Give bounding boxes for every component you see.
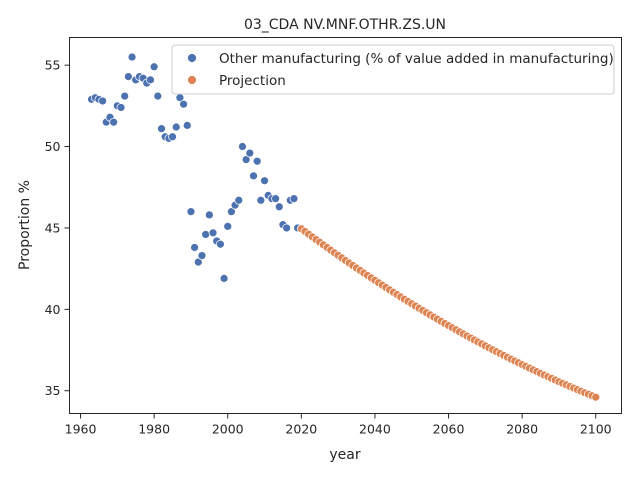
legend-marker-history	[187, 53, 197, 63]
history-point	[204, 210, 214, 220]
history-point	[223, 221, 233, 231]
x-tick-label: 1960	[65, 422, 97, 437]
x-tick-label: 2060	[433, 422, 465, 437]
history-point	[227, 207, 236, 217]
y-axis-label: Proportion %	[17, 180, 33, 270]
data-points	[87, 52, 601, 402]
history-point	[197, 251, 207, 260]
x-axis-ticks: 1960 1980 2000 2020 2040 2060 2080 2100	[65, 413, 612, 437]
history-point	[146, 75, 155, 85]
history-point	[186, 207, 196, 217]
history-point	[157, 124, 166, 134]
x-axis-label: year	[329, 447, 360, 463]
y-tick-label: 55	[45, 58, 61, 73]
history-point	[109, 117, 119, 127]
history-point	[153, 91, 163, 101]
y-tick-label: 45	[45, 220, 61, 235]
chart-title: 03_CDA NV.MNF.OTHR.ZS.UN	[244, 17, 446, 33]
history-point	[124, 72, 133, 81]
history-point	[245, 148, 255, 158]
x-tick-label: 2000	[212, 422, 244, 437]
history-point	[190, 243, 199, 252]
history-point	[271, 194, 280, 204]
history-point	[171, 122, 181, 132]
history-point	[201, 230, 211, 239]
history-point	[182, 121, 192, 130]
projection-point	[591, 392, 601, 402]
x-tick-label: 2020	[285, 422, 317, 437]
history-point	[219, 274, 229, 283]
x-tick-label: 2080	[506, 422, 538, 437]
history-point	[116, 103, 126, 112]
history-point	[149, 62, 159, 72]
legend: Other manufacturing (% of value added in…	[171, 44, 615, 95]
history-point	[241, 155, 251, 164]
x-tick-label: 2100	[580, 422, 612, 437]
history-point	[179, 99, 188, 109]
history-point	[234, 195, 244, 205]
history-point	[252, 156, 262, 166]
history-point	[208, 228, 218, 238]
history-point	[274, 202, 284, 212]
history-point	[289, 194, 299, 204]
legend-box	[171, 44, 615, 95]
history-point	[260, 176, 269, 186]
legend-label-history: Other manufacturing (% of value added in…	[219, 51, 614, 67]
history-point	[168, 132, 177, 142]
y-tick-label: 50	[45, 139, 61, 154]
history-point	[216, 239, 225, 249]
history-point	[282, 223, 291, 233]
x-tick-label: 2040	[359, 422, 391, 437]
history-point	[256, 195, 266, 205]
history-point	[193, 257, 203, 267]
plot-frame	[69, 37, 622, 414]
history-point	[238, 142, 247, 151]
y-tick-label: 40	[45, 302, 61, 317]
history-point	[98, 96, 107, 106]
legend-marker-projection	[187, 75, 197, 85]
x-tick-label: 1980	[138, 422, 170, 437]
y-axis-ticks: 35 40 45 50 55	[45, 58, 70, 398]
history-point	[249, 171, 258, 181]
y-tick-label: 35	[45, 383, 61, 398]
history-point	[127, 52, 137, 62]
history-point	[120, 91, 130, 101]
legend-label-projection: Projection	[219, 73, 286, 89]
